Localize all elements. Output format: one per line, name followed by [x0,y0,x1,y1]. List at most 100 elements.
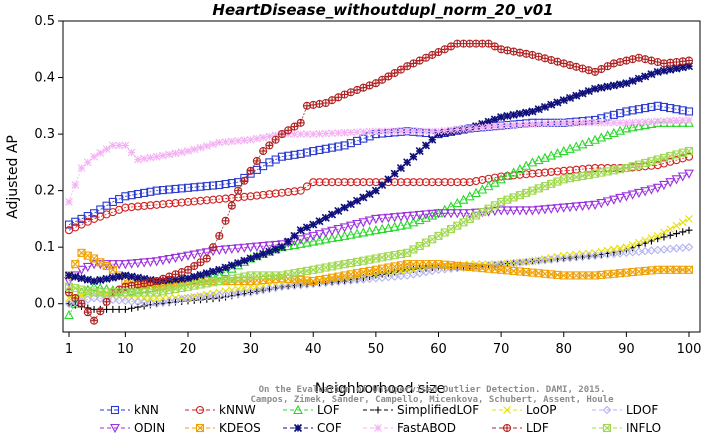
point-LoOP-94 [647,234,656,243]
point-FastABOD-91 [628,118,637,127]
point-kNN-18 [171,184,180,193]
legend-marker-FastABOD [374,424,382,432]
point-LOF-83 [577,139,588,149]
point-LOF-6 [95,282,106,292]
point-FastABOD-15 [152,152,161,161]
legend-item-LDF: LDF [492,421,549,434]
point-FastABOD-21 [190,145,199,154]
point-FastABOD-54 [397,127,405,136]
legend-item-INFLO: INFLO [592,421,661,434]
point-COF-45 [340,203,349,212]
point-FastABOD-75 [528,120,537,129]
point-kNN-94 [647,102,656,111]
point-ODIN-91 [627,190,638,200]
point-ODIN-82 [571,202,582,212]
point-LDOF-36 [283,281,293,291]
point-ODIN-47 [352,219,362,230]
point-LDOF-96 [659,245,669,254]
point-kNN-99 [678,106,687,115]
point-kNNW-81 [565,166,575,175]
point-kNNW-74 [522,170,531,179]
point-COF-74 [522,108,531,117]
point-COF-85 [590,84,600,93]
point-LDF-31 [252,156,261,165]
point-kNNW-78 [547,167,556,177]
point-LOF-89 [615,125,626,135]
point-kNNW-57 [415,178,424,187]
point-LDOF-24 [208,291,218,301]
point-COF-86 [597,83,606,92]
legend-marker-COF [293,423,303,433]
point-kNN-23 [202,182,211,191]
point-ODIN-94 [646,185,657,195]
point-LOF-88 [608,127,619,138]
point-kNNW-60 [434,178,443,187]
x-tick-label-1: 1 [65,342,73,357]
point-LDF-6 [96,307,105,316]
x-tick-label-70: 70 [493,342,510,357]
point-FastABOD-66 [472,123,480,132]
point-SimplifiedLOF-5 [90,305,98,313]
point-LDOF-91 [628,247,637,257]
point-kNN-38 [296,149,305,158]
legend-label-COF: COF [317,421,342,434]
point-ODIN-97 [665,178,676,188]
point-COF-29 [240,256,249,265]
point-ODIN-72 [508,206,519,216]
point-FastABOD-47 [353,128,361,137]
point-FastABOD-67 [478,123,487,132]
point-LDOF-86 [597,250,606,260]
point-FastABOD-76 [534,120,543,128]
point-FastABOD-12 [134,155,142,164]
point-FastABOD-33 [265,132,274,141]
point-ODIN-50 [370,214,381,225]
point-LDOF-6 [96,294,105,303]
point-LDF-26 [221,216,230,225]
point-COF-6 [96,275,105,285]
legend-label-ODIN: ODIN [134,421,165,434]
point-LDF-73 [515,48,524,57]
point-LOF-56 [408,217,419,227]
point-kNNW-30 [246,192,255,201]
plot-frame [62,20,701,333]
point-LOF-52 [383,222,394,233]
point-COF-59 [428,135,437,144]
point-ODIN-85 [590,200,600,210]
point-ODIN-77 [540,205,550,215]
point-LoOP-73 [516,258,524,267]
point-kNN-27 [227,179,236,188]
point-ODIN-41 [314,230,325,240]
point-kNN-89 [616,109,625,118]
point-kNNW-67 [478,175,487,184]
point-SimplifiedLOF-8 [109,305,117,313]
point-LDOF-92 [634,247,644,256]
point-FastABOD-44 [334,129,343,137]
point-kNNW-54 [396,178,405,187]
point-kNNW-26 [221,194,230,203]
point-LOF-54 [396,220,406,230]
point-ODIN-42 [320,228,331,238]
legend-label-LDOF: LDOF [626,403,658,417]
point-SimplifiedLOF-19 [178,297,186,305]
point-ODIN-22 [195,249,206,259]
point-LOF-85 [590,134,600,144]
point-ODIN-45 [339,223,350,233]
point-SimplifiedLOF-98 [672,230,680,238]
point-LOF-93 [640,119,651,130]
point-LDOF-22 [196,292,205,302]
point-FastABOD-83 [578,118,587,127]
point-LoOP-97 [666,225,675,233]
credit-line-1: Campos, Zimek, Sander, Campello, Micenko… [250,394,614,405]
point-kNN-46 [346,139,355,148]
point-kNN-26 [221,179,230,189]
point-kNN-20 [183,183,193,192]
point-LOF-53 [389,221,400,231]
point-LOF-86 [596,132,607,142]
point-LOF-82 [571,141,582,151]
point-LOF-38 [295,238,306,248]
point-COF-98 [672,64,681,73]
point-kNN-25 [215,180,224,190]
point-FastABOD-72 [509,121,518,129]
x-tick-label-60: 60 [430,342,447,357]
point-LOF-40 [308,236,319,246]
